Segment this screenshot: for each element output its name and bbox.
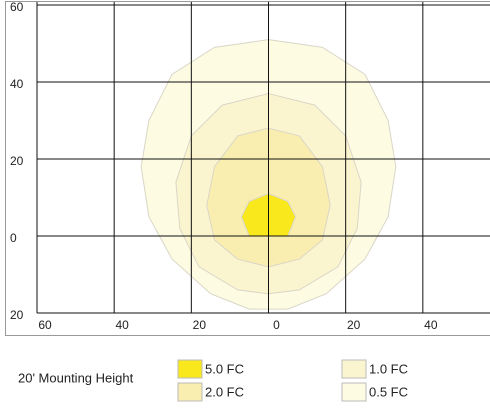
x-tick-label: 0 — [273, 318, 280, 332]
y-tick-label: 0 — [10, 231, 17, 245]
legend-swatch — [341, 382, 367, 402]
legend-swatch — [177, 382, 203, 402]
x-tick-label: 40 — [424, 318, 438, 332]
y-tick-label: 20 — [10, 308, 24, 322]
y-tick-label: 20 — [10, 154, 24, 168]
y-tick-label: 40 — [10, 77, 24, 91]
legend-label: 5.0 FC — [205, 361, 244, 376]
x-tick-label: 60 — [38, 318, 52, 332]
legend-label: 2.0 FC — [205, 384, 244, 399]
x-tick-label: 20 — [193, 318, 207, 332]
legend-label: 0.5 FC — [369, 384, 408, 399]
legend-title: 20' Mounting Height — [18, 370, 134, 385]
x-tick-label: 40 — [115, 318, 129, 332]
legend-swatch — [341, 359, 367, 379]
legend-label: 1.0 FC — [369, 361, 408, 376]
legend-swatch — [177, 359, 203, 379]
y-tick-label: 60 — [10, 0, 24, 14]
x-tick-label: 20 — [347, 318, 361, 332]
